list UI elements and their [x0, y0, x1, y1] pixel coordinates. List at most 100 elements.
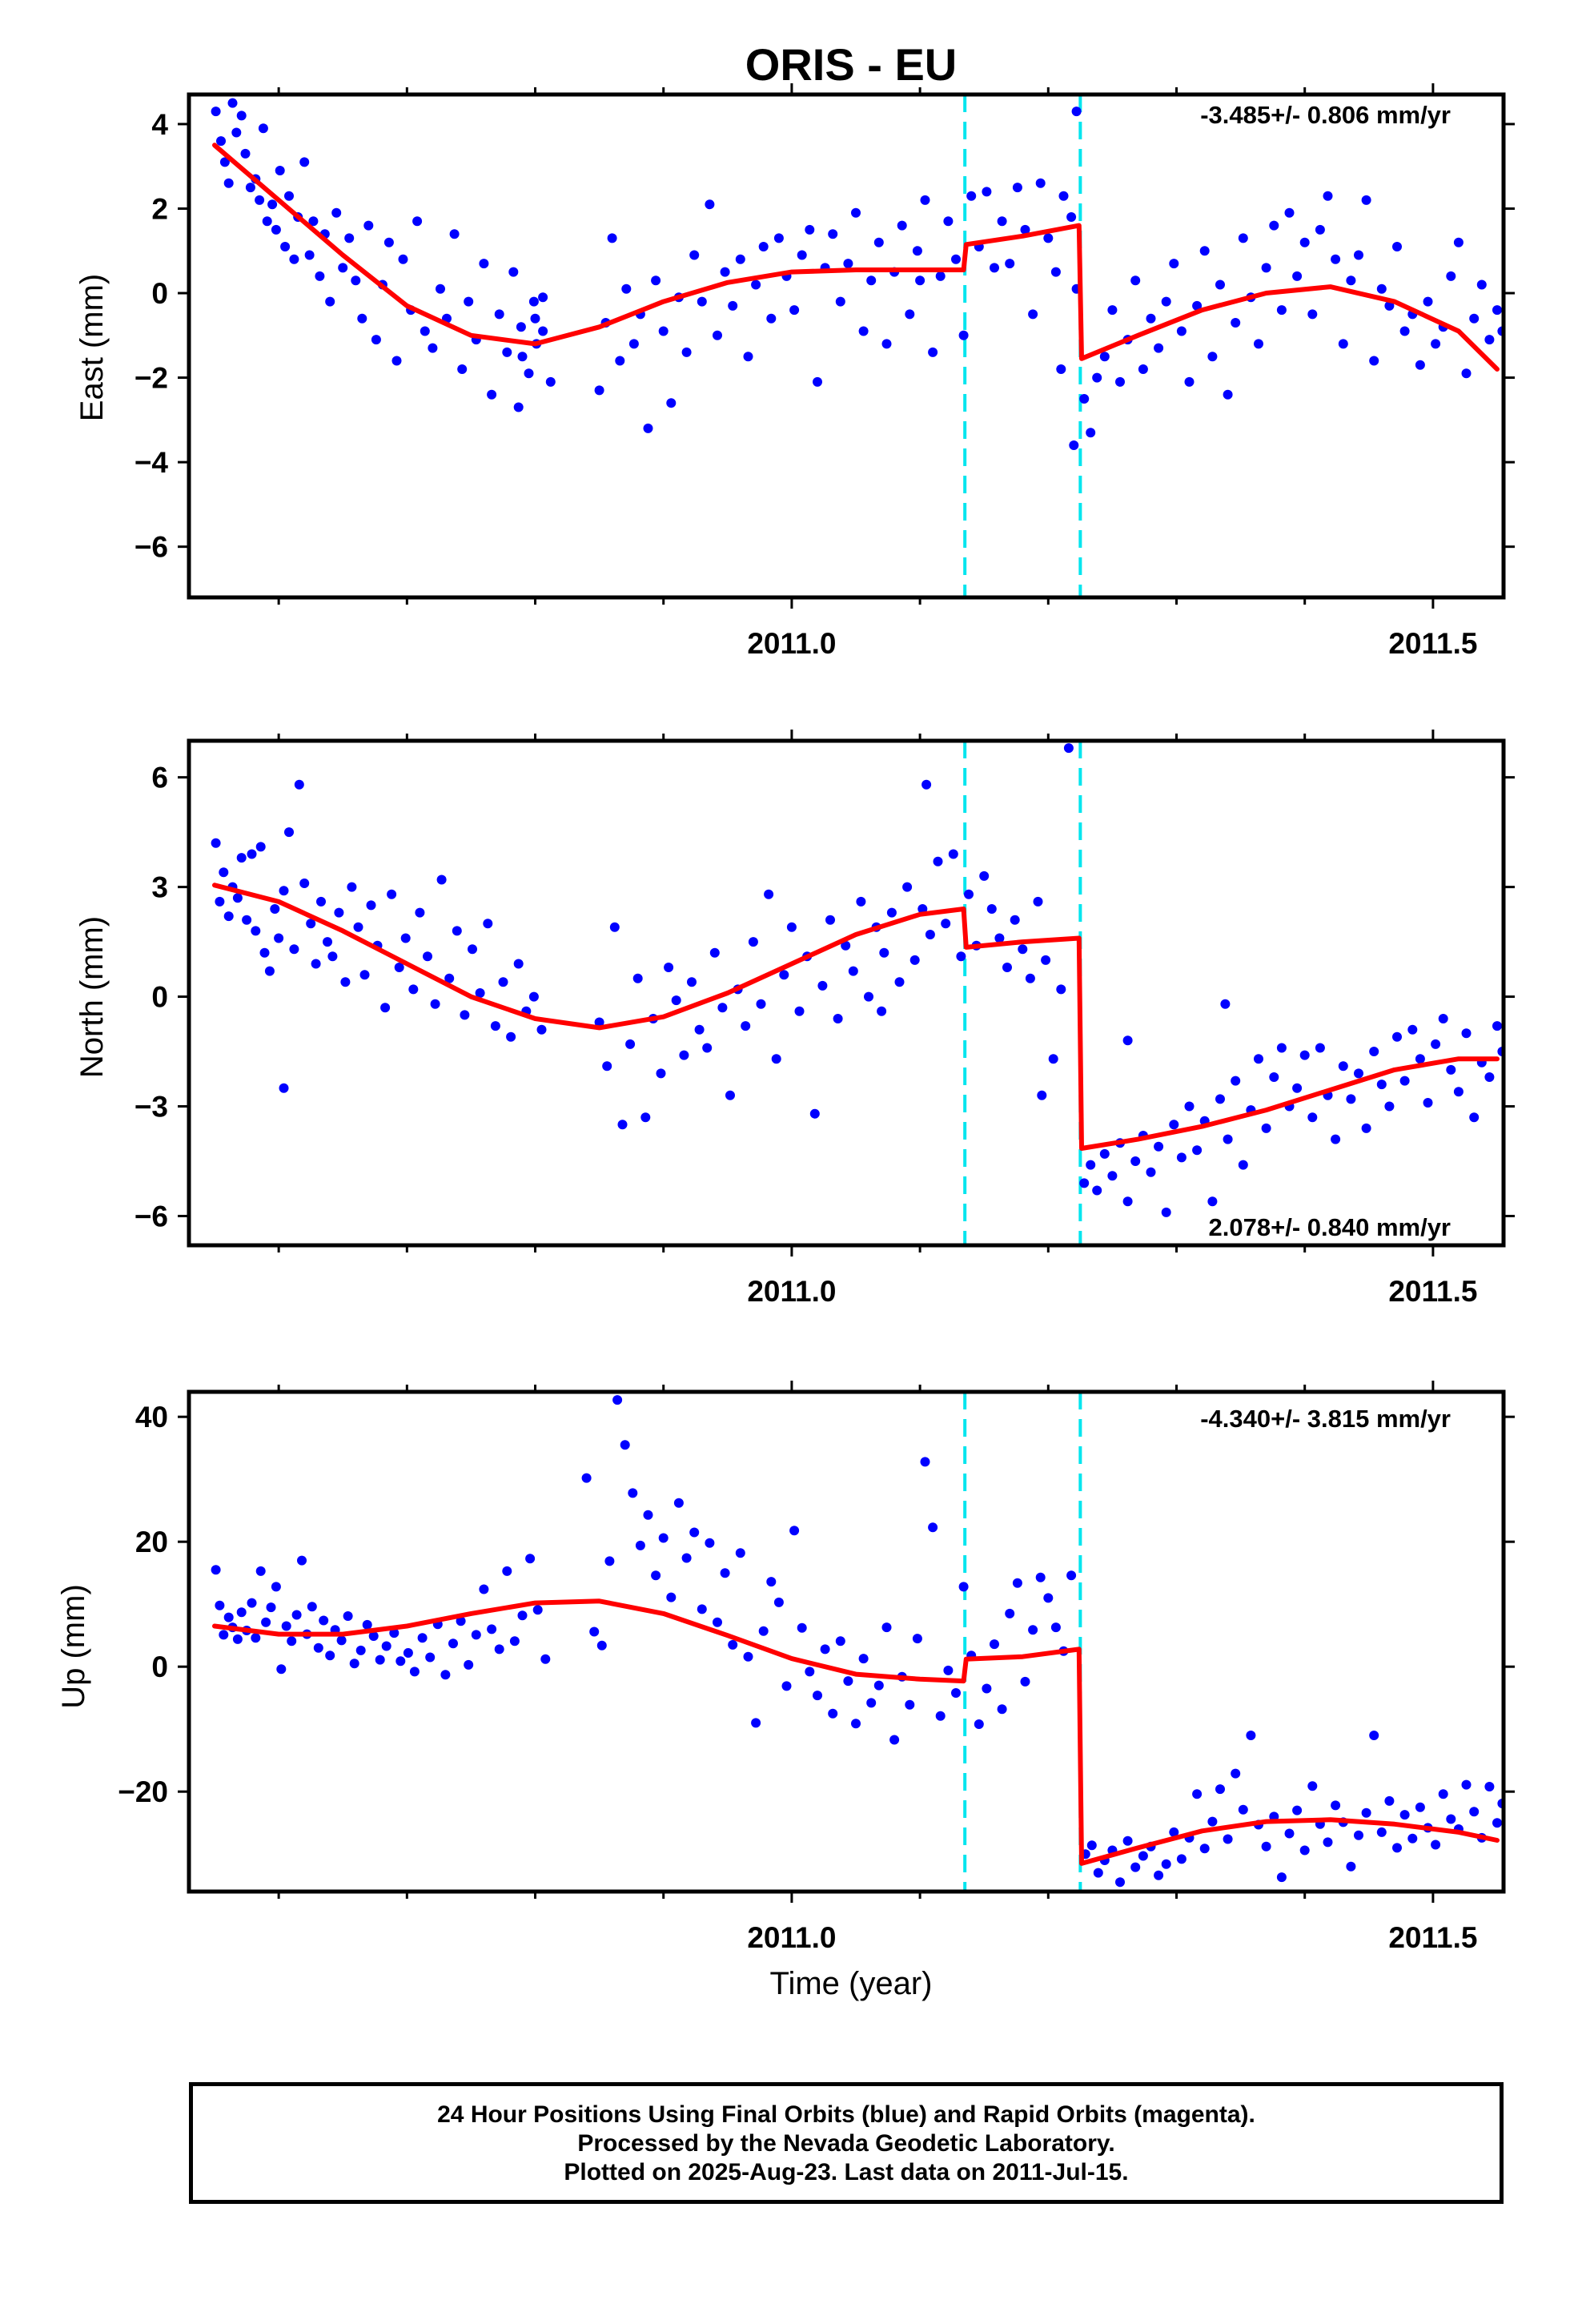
up-data-point: [509, 1636, 520, 1647]
east-data-point: [1276, 305, 1287, 316]
north-frame: [187, 738, 1506, 1248]
up-data-point: [487, 1624, 497, 1634]
up-y-tick-label: 20: [135, 1526, 168, 1558]
up-data-point: [381, 1641, 391, 1651]
east-data-point: [1169, 259, 1179, 269]
up-data-point: [1407, 1833, 1418, 1844]
east-data-point: [1392, 242, 1402, 251]
north-data-point: [1099, 1148, 1110, 1159]
north-data-point: [1423, 1098, 1433, 1108]
up-data-point: [1415, 1802, 1425, 1812]
north-data-point: [506, 1031, 516, 1042]
north-data-point: [211, 838, 221, 848]
up-data-point: [635, 1540, 645, 1550]
up-data-point: [1122, 1835, 1133, 1846]
north-data-point: [528, 991, 539, 1002]
figure-title: ORIS - EU: [745, 39, 957, 90]
north-data-point: [251, 926, 261, 936]
north-data-point: [1461, 1028, 1472, 1039]
north-data-point: [1079, 1178, 1090, 1188]
north-data-point: [886, 907, 897, 918]
north-data-point: [609, 922, 620, 932]
north-data-point: [879, 947, 889, 958]
north-data-point: [279, 886, 289, 896]
up-data-point: [905, 1699, 915, 1710]
east-data-point: [513, 402, 524, 412]
east-data-point: [920, 195, 930, 205]
up-data-point: [1469, 1807, 1480, 1817]
east-data-point: [1399, 326, 1410, 336]
north-data-point: [408, 984, 419, 995]
east-data-point: [905, 309, 915, 320]
east-rate-label: -3.485+/- 0.806 mm/yr: [1200, 101, 1451, 129]
up-data-point: [251, 1633, 261, 1643]
north-data-point: [284, 827, 294, 838]
north-data-point: [809, 1108, 820, 1119]
up-data-point: [1346, 1861, 1356, 1872]
north-data-point: [444, 973, 455, 983]
east-data-point: [1469, 313, 1480, 324]
east-data-point: [1207, 352, 1218, 362]
east-data-point: [1231, 318, 1241, 328]
north-data-point: [299, 879, 310, 888]
east-data-point: [344, 233, 355, 243]
east-data-point: [1361, 195, 1371, 205]
north-data-point: [215, 896, 225, 907]
east-data-point: [990, 263, 999, 273]
up-data-point: [355, 1645, 366, 1655]
up-data-point: [362, 1619, 372, 1630]
east-data-point: [951, 254, 961, 264]
up-y-tick-label: −20: [118, 1775, 168, 1808]
up-data-point: [1199, 1844, 1210, 1854]
north-data-point: [1407, 1024, 1418, 1035]
north-data-point: [242, 915, 252, 925]
east-data-point: [1254, 339, 1263, 349]
up-data-point: [232, 1634, 243, 1644]
east-data-point: [1069, 440, 1079, 450]
north-data-point: [902, 882, 913, 892]
up-data-point: [319, 1615, 329, 1626]
up-data-point: [1369, 1731, 1379, 1740]
up-data-point: [1392, 1843, 1402, 1853]
north-y-tick-label: −6: [135, 1200, 168, 1232]
north-data-point: [964, 889, 974, 899]
north-data-point: [909, 955, 920, 965]
up-data-point: [928, 1522, 938, 1533]
north-data-point: [1220, 999, 1231, 1009]
north-data-point: [825, 915, 835, 925]
north-data-point: [725, 1090, 735, 1100]
east-data-point: [538, 326, 548, 336]
east-data-point: [1292, 271, 1303, 281]
east-data-point: [223, 178, 234, 188]
north-data-point: [255, 842, 266, 852]
up-data-point: [974, 1719, 984, 1729]
north-model-line: [212, 883, 1500, 1151]
north-data-point: [1048, 1054, 1058, 1064]
east-data-point: [1215, 279, 1225, 290]
up-data-point: [1323, 1837, 1333, 1848]
east-data-point: [1199, 246, 1210, 256]
east-data-point: [1099, 352, 1110, 362]
north-y-tick-label: −3: [135, 1091, 168, 1124]
up-data-point: [440, 1670, 451, 1680]
up-data-point: [713, 1617, 722, 1627]
north-data-point: [877, 1006, 887, 1016]
east-data-point: [1299, 237, 1310, 247]
east-data-point: [773, 233, 784, 243]
north-data-point: [933, 856, 943, 866]
east-data-point: [858, 326, 869, 336]
north-data-point: [1176, 1152, 1186, 1163]
east-data-point: [766, 313, 777, 324]
east-data-point: [651, 275, 661, 286]
up-data-point: [1169, 1827, 1179, 1837]
up-data-point: [912, 1634, 922, 1644]
up-data-point: [873, 1680, 884, 1691]
up-data-point: [1354, 1830, 1363, 1840]
up-data-point: [281, 1621, 291, 1631]
north-data-point: [1315, 1043, 1325, 1053]
east-data-point: [720, 267, 730, 277]
north-data-point: [1446, 1064, 1456, 1075]
up-data-point: [215, 1600, 225, 1610]
up-data-point: [766, 1577, 777, 1587]
